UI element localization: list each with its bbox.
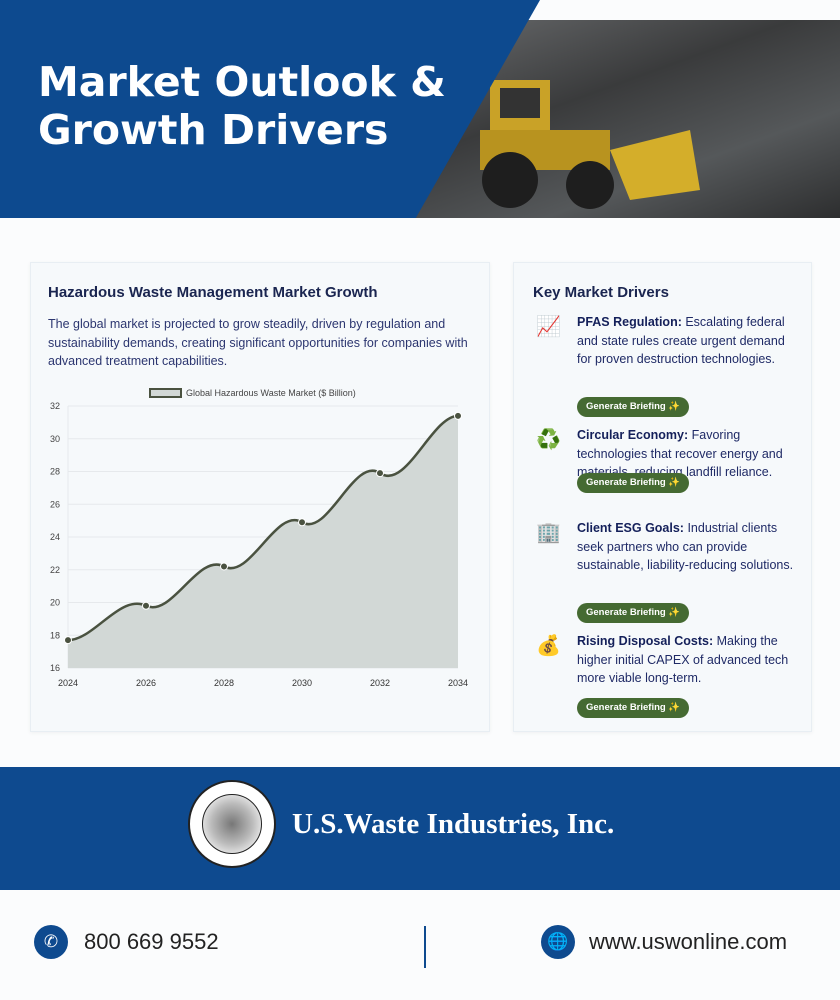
globe-icon: 🌐 [541, 925, 575, 959]
website-link[interactable]: www.uswonline.com [589, 929, 788, 954]
company-name: U.S.Waste Industries, Inc. [292, 808, 615, 840]
data-point [64, 636, 72, 645]
x-tick-label: 2030 [292, 678, 312, 688]
y-tick-label: 18 [50, 630, 60, 640]
driver-text: Client ESG Goals: Industrial clients see… [577, 521, 794, 572]
data-point [454, 411, 462, 420]
brand-footer [0, 767, 840, 890]
card-title: Key Market Drivers [533, 284, 669, 301]
market-growth-chart: 16 18 20 22 24 26 28 30 32 2024 2026 2028 2030 2032 20… [50, 401, 468, 688]
phone-number[interactable]: 800 669 9552 [84, 929, 219, 954]
wheel-loader-photo [400, 20, 840, 218]
generate-briefing-button[interactable]: Generate Briefing ✨ [577, 397, 690, 417]
y-tick-label: 26 [50, 499, 60, 509]
data-point [298, 518, 306, 527]
phone-contact[interactable]: ✆ 800 669 9552 [34, 925, 219, 959]
market-growth-card: Hazardous Waste Management Market Growth… [30, 262, 490, 732]
generate-briefing-button[interactable]: Generate Briefing ✨ [577, 473, 690, 493]
money-bag-icon: 💰 [536, 635, 561, 657]
y-tick-label: 32 [50, 401, 60, 411]
x-tick-label: 2028 [214, 678, 234, 688]
page-title: Market Outlook & Growth Drivers [38, 58, 446, 154]
y-tick-label: 22 [50, 565, 60, 575]
y-tick-label: 24 [50, 532, 60, 542]
driver-text: PFAS Regulation: Escalating federal and … [577, 315, 785, 366]
chart-increasing-icon: 📈 [536, 316, 561, 338]
area-fill [68, 415, 458, 668]
card-description: The global market is projected to grow s… [48, 317, 468, 368]
driver-text: Rising Disposal Costs: Making the higher… [577, 634, 789, 685]
y-tick-label: 30 [50, 434, 60, 444]
data-point [376, 469, 384, 478]
x-tick-label: 2032 [370, 678, 390, 688]
data-point [220, 562, 228, 571]
y-tick-label: 16 [50, 663, 60, 673]
card-title: Hazardous Waste Management Market Growth [48, 284, 378, 301]
hero-header: Market Outlook & Growth Drivers [0, 0, 840, 220]
key-drivers-card: Key Market Drivers 📈 PFAS Regulation: Es… [513, 262, 812, 732]
chart-legend[interactable]: Global Hazardous Waste Market ($ Billion… [149, 388, 356, 398]
company-seal-logo [188, 780, 276, 868]
office-building-icon: 🏢 [536, 522, 561, 544]
recycle-icon: ♻️ [536, 429, 561, 451]
y-tick-label: 20 [50, 598, 60, 608]
generate-briefing-button[interactable]: Generate Briefing ✨ [577, 603, 690, 623]
y-tick-label: 28 [50, 467, 60, 477]
wheel-loader-illustration [480, 80, 700, 209]
x-tick-label: 2034 [448, 678, 468, 688]
legend-label: Global Hazardous Waste Market ($ Billion… [186, 388, 356, 398]
website-contact[interactable]: 🌐 www.uswonline.com [541, 925, 787, 959]
data-point [142, 601, 150, 610]
x-tick-label: 2024 [58, 678, 78, 688]
generate-briefing-button[interactable]: Generate Briefing ✨ [577, 697, 690, 718]
divider [424, 926, 426, 968]
legend-swatch [149, 388, 182, 398]
phone-icon: ✆ [34, 925, 68, 959]
x-tick-label: 2026 [136, 678, 156, 688]
